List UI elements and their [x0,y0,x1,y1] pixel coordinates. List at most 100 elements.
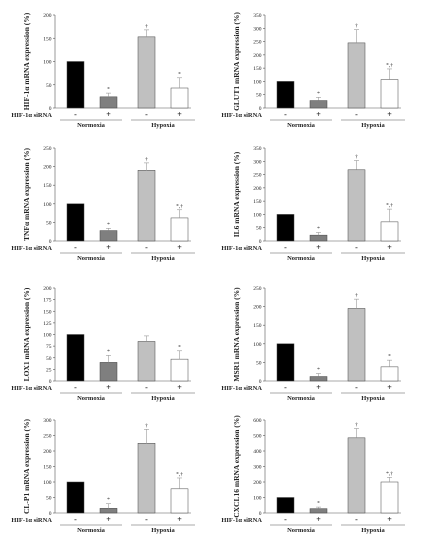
bar-1 [276,214,295,242]
significance-mark: † [145,423,148,429]
group-label-normoxia: Normoxia [77,255,106,262]
sirna-label: - [355,515,358,524]
chart-panel-7: 0 50 100 150 200 250 300 CL-P1 mRNA expression … [11,418,195,534]
y-tick-label: 50 [46,220,52,226]
sirna-label: + [387,243,392,252]
chart-panel-8: 0 100 200 300 400 500 600 CXCL16 mRNA expressio… [221,415,405,534]
y-axis-label: MSR1 mRNA expression (%) [232,287,241,382]
group-label-hypoxia: Hypoxia [361,527,385,534]
y-tick-label: 0 [259,106,262,112]
group-label-normoxia: Normoxia [287,527,316,534]
group-label-hypoxia: Hypoxia [151,255,175,262]
sirna-label: + [106,515,111,524]
sirna-row-label: HIF-1α siRNA [221,245,262,252]
sirna-label: - [145,243,148,252]
y-tick-label: 200 [253,480,262,486]
significance-mark: * [107,349,110,355]
y-tick-label: 150 [43,183,52,189]
bar-3 [137,341,156,382]
sirna-label: + [316,110,321,119]
y-tick-label: 50 [256,226,262,232]
significance-mark: * [317,91,320,97]
significance-mark: *,† [176,471,183,477]
y-tick-label: 600 [253,418,262,424]
bar-1 [66,334,85,382]
y-tick-label: 0 [49,511,52,517]
group-label-normoxia: Normoxia [287,122,316,129]
y-tick-label: 300 [253,159,262,165]
chart-panel-4: 0 50 100 150 200 250 300 350 IL6 mRNA expression… [221,146,405,262]
significance-mark: † [145,156,148,162]
bar-4 [380,79,399,109]
y-tick-label: 100 [253,79,262,85]
significance-mark: † [355,422,358,428]
y-tick-label: 100 [43,333,52,339]
bar-4 [380,481,399,514]
group-label-hypoxia: Hypoxia [361,255,385,262]
y-tick-label: 100 [43,202,52,208]
group-label-hypoxia: Hypoxia [151,527,175,534]
sirna-row-label: HIF-1α siRNA [11,517,52,524]
y-tick-label: 150 [43,309,52,315]
group-label-normoxia: Normoxia [77,395,106,402]
significance-mark: * [107,497,110,503]
chart-panel-6: 0 50 100 150 200 250 MSR1 mRNA expression (%) -… [221,286,405,402]
chart-panel-3: 0 50 100 150 200 250 TNFα mRNA expression (%) -… [11,146,195,262]
chart-panel-5: 0 25 50 75 100 125 150 175 200 LOX1 mRNA expressi… [11,286,195,402]
sirna-row-label: HIF-1α siRNA [11,112,52,119]
y-tick-label: 350 [253,13,262,19]
bar-3 [347,169,366,242]
bar-1 [276,81,295,109]
bar-2 [99,362,118,382]
y-tick-label: 200 [43,13,52,19]
bar-4 [170,488,189,514]
significance-mark: *,† [386,203,393,209]
bar-2 [309,100,328,109]
significance-mark: † [355,154,358,160]
sirna-label: + [177,243,182,252]
bar-4 [170,358,189,382]
sirna-label: + [316,243,321,252]
group-label-hypoxia: Hypoxia [151,395,175,402]
y-tick-label: 250 [253,286,262,292]
y-tick-label: 100 [253,212,262,218]
sirna-label: - [284,243,287,252]
bar-3 [347,42,366,109]
y-tick-label: 200 [43,165,52,171]
y-tick-label: 25 [46,367,52,373]
y-tick-label: 125 [43,321,52,327]
y-tick-label: 200 [43,286,52,292]
y-tick-label: 350 [253,146,262,152]
sirna-label: - [145,110,148,119]
y-tick-label: 50 [46,83,52,89]
significance-mark: *,† [176,203,183,209]
y-axis-label: CXCL16 mRNA expression (%) [232,415,241,518]
y-tick-label: 200 [43,449,52,455]
y-tick-label: 200 [253,305,262,311]
sirna-label: - [284,110,287,119]
y-tick-label: 150 [253,66,262,72]
sirna-label: + [316,383,321,392]
y-tick-label: 200 [253,53,262,59]
y-axis-label: CL-P1 mRNA expression (%) [22,418,31,514]
sirna-label: + [106,110,111,119]
y-tick-label: 250 [253,173,262,179]
significance-mark: * [317,367,320,373]
sirna-label: - [355,383,358,392]
sirna-row-label: HIF-1α siRNA [221,112,262,119]
sirna-label: - [355,243,358,252]
y-tick-label: 75 [46,344,52,350]
y-tick-label: 300 [253,465,262,471]
bar-3 [137,170,156,242]
y-axis-label: TNFα mRNA expression (%) [22,148,31,242]
group-label-normoxia: Normoxia [77,122,106,129]
bar-1 [66,481,85,514]
bar-2 [99,96,118,109]
sirna-label: - [145,515,148,524]
significance-mark: † [355,23,358,29]
bar-4 [170,217,189,242]
significance-mark: * [178,344,181,350]
y-tick-label: 0 [259,379,262,385]
bar-4 [380,366,399,382]
